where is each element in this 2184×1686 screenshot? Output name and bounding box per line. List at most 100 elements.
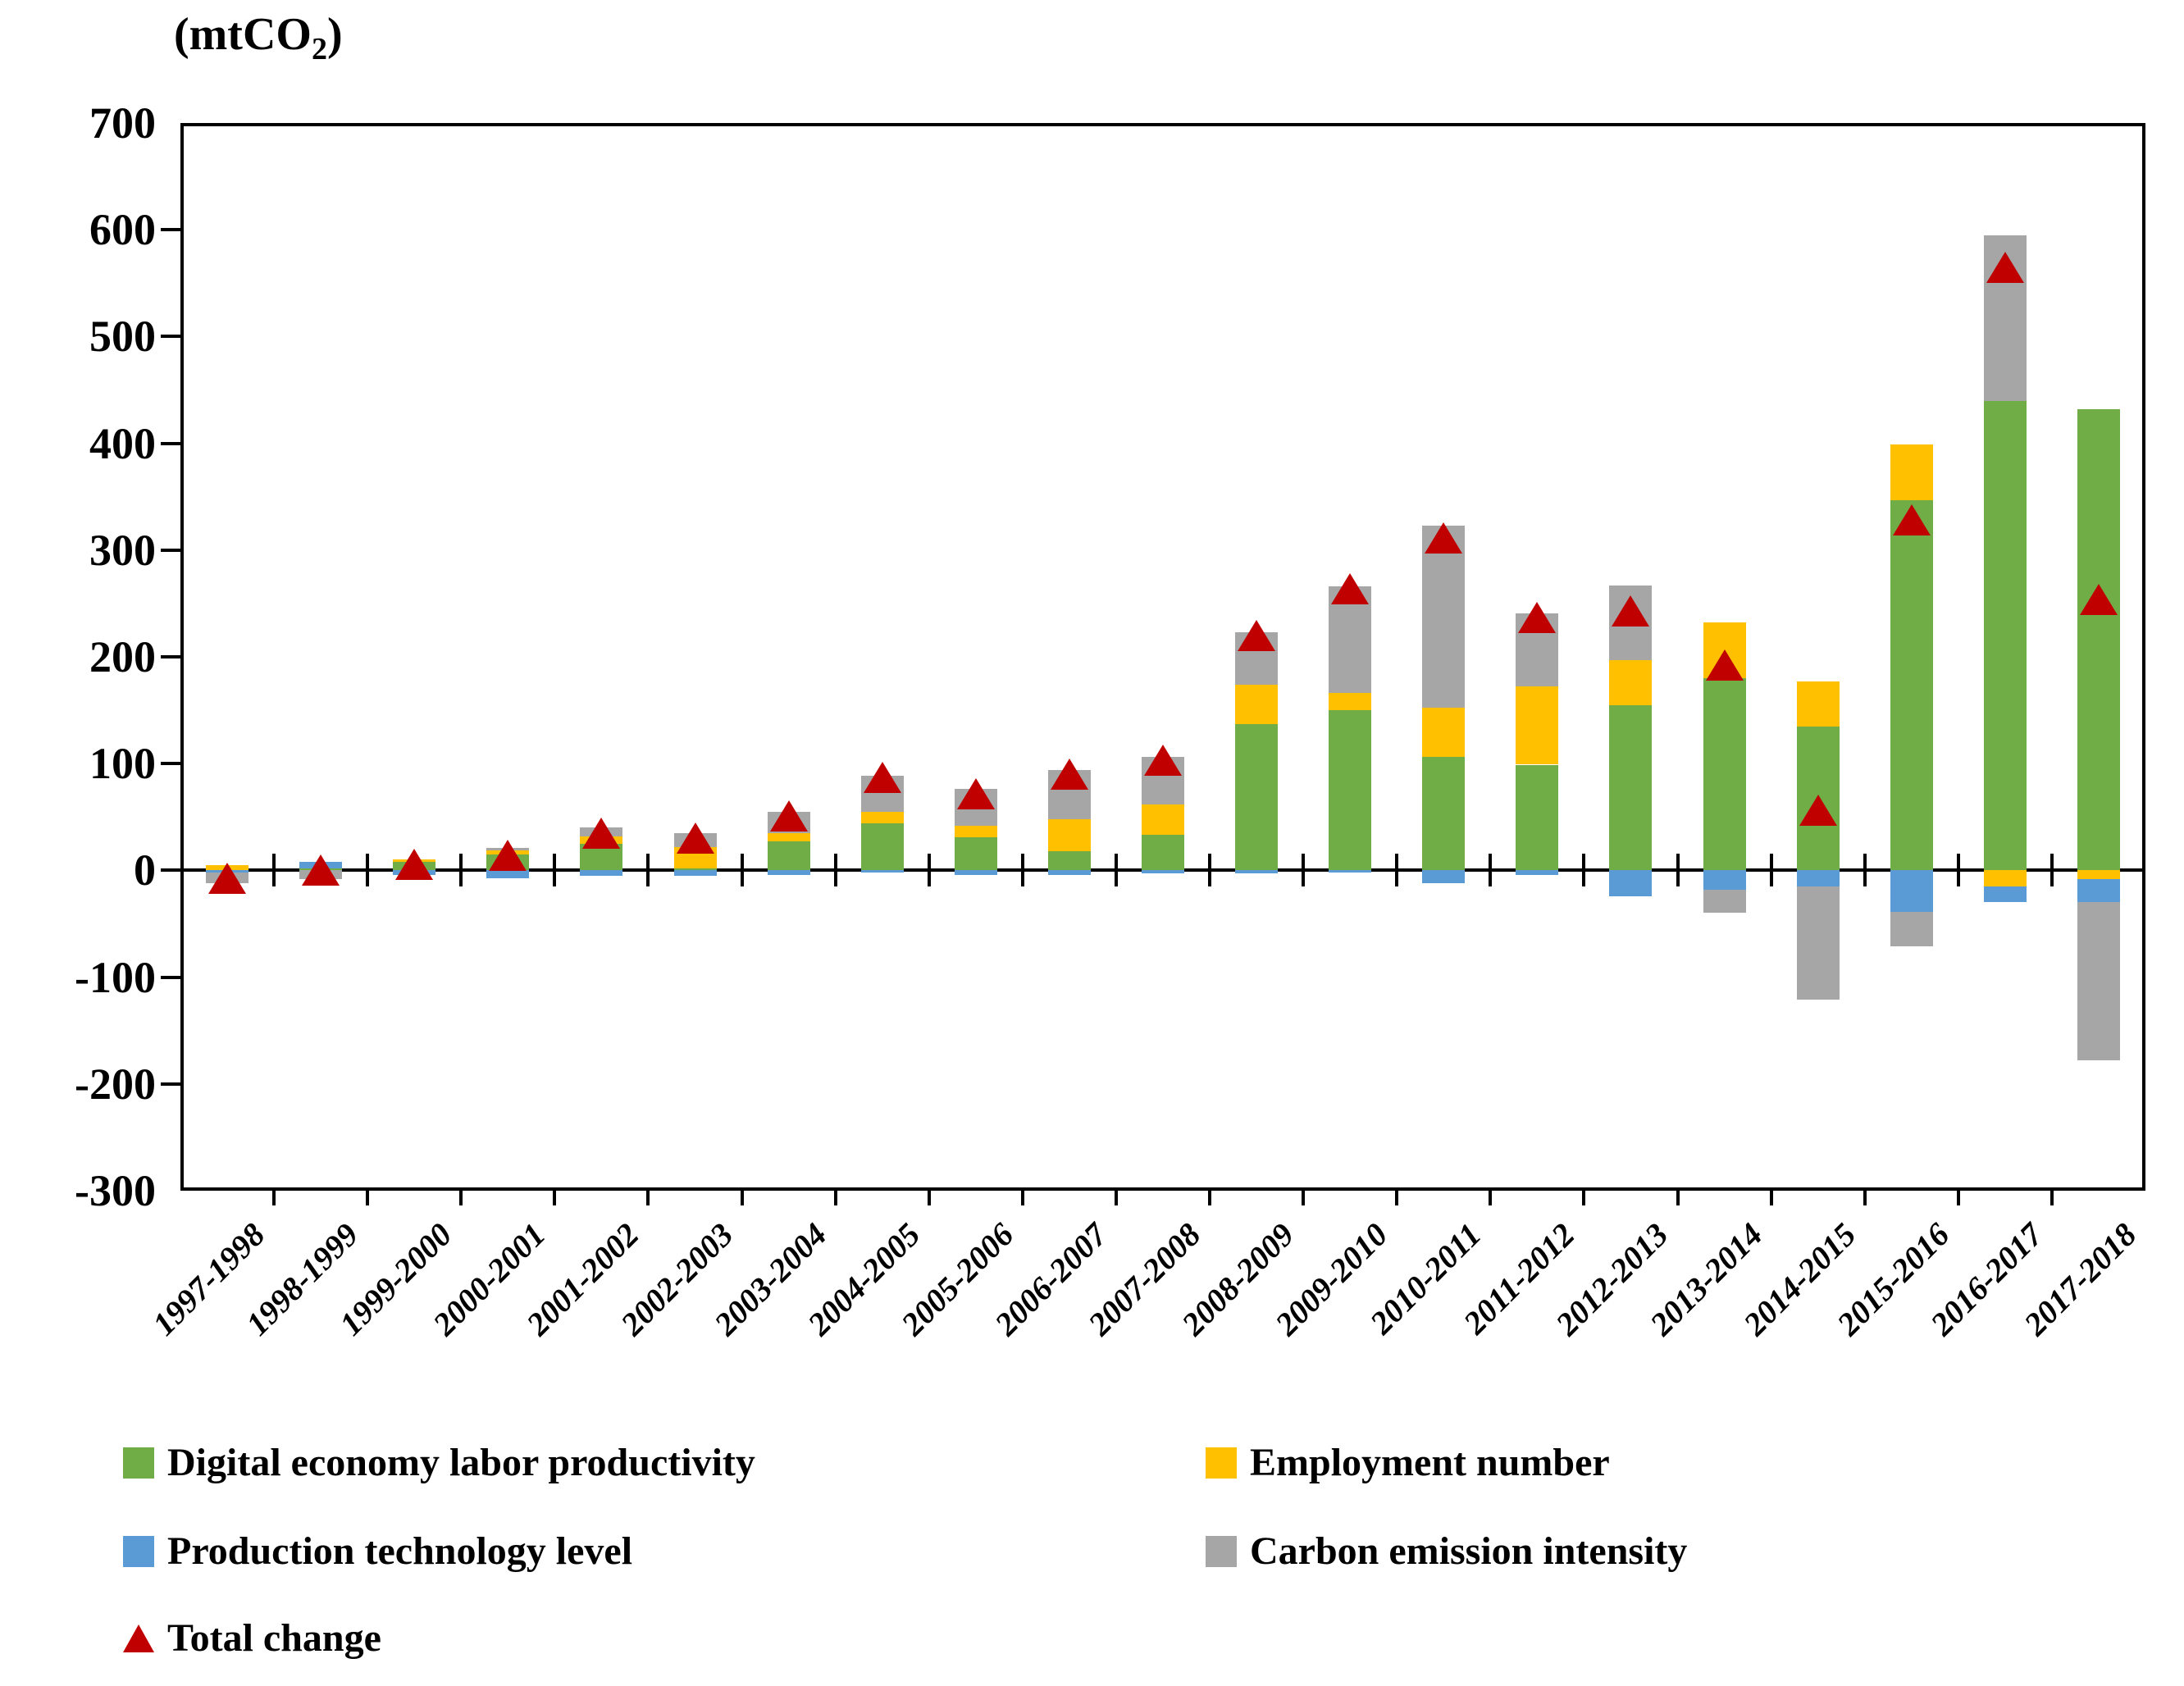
bar-segment-2003-2004-production-technology-level (767, 870, 810, 875)
x-axis-tick (740, 1191, 744, 1205)
total-change-marker-1999-2000 (395, 848, 434, 880)
bar-segment-2004-2005-employment-number (860, 811, 904, 824)
x-axis-tick (1769, 854, 1773, 887)
bar-segment-2003-2004-digital-economy-labor-productivity (767, 841, 810, 871)
bar-segment-2014-2015-carbon-emission-intensity (1796, 886, 1840, 1000)
total-change-marker-2003-2004 (769, 800, 808, 832)
x-axis-tick (366, 854, 370, 887)
total-change-marker-2014-2015 (1799, 795, 1837, 827)
x-axis-tick (927, 1191, 931, 1205)
bar-segment-2006-2007-employment-number (1047, 818, 1091, 851)
x-axis-tick (1676, 1191, 1680, 1205)
x-axis-tick (1489, 1191, 1493, 1205)
total-change-marker-2017-2018 (2079, 583, 2118, 615)
y-axis-tick (161, 548, 180, 552)
x-axis-tick (646, 1191, 650, 1205)
bar-segment-2016-2017-digital-economy-labor-productivity (1983, 400, 2027, 871)
bar-segment-2009-2010-carbon-emission-intensity (1329, 586, 1372, 694)
legend-item-total-change: Total change (123, 1617, 381, 1660)
legend-label: Digital economy labor productivity (167, 1441, 755, 1484)
legend-triangle-icon (123, 1624, 154, 1652)
x-axis-tick (1956, 1191, 1960, 1205)
bar-segment-2015-2016-carbon-emission-intensity (1890, 912, 1933, 946)
bar-segment-2007-2008-employment-number (1142, 804, 1184, 836)
x-axis-tick (2049, 854, 2054, 887)
y-axis-tick-label: -300 (75, 1166, 156, 1215)
bar-segment-2013-2014-production-technology-level (1703, 870, 1746, 890)
x-axis-tick (1020, 1191, 1024, 1205)
bar-segment-2002-2003-production-technology-level (673, 870, 717, 876)
y-axis-tick-label: 500 (89, 312, 156, 362)
bar-segment-2011-2012-production-technology-level (1516, 870, 1559, 875)
bar-segment-2005-2006-employment-number (954, 825, 997, 838)
x-axis-tick (366, 1191, 370, 1205)
y-axis-tick-label: 0 (134, 845, 156, 895)
x-axis-tick (1489, 854, 1493, 887)
x-axis-tick (1582, 854, 1586, 887)
legend-label: Production technology level (167, 1529, 633, 1573)
legend-label: Total change (167, 1616, 381, 1660)
bar-segment-2014-2015-production-technology-level (1796, 870, 1840, 886)
bar-segment-2007-2008-production-technology-level (1142, 870, 1184, 874)
x-axis-tick (833, 1191, 837, 1205)
bar-segment-2009-2010-employment-number (1329, 693, 1372, 711)
x-axis-tick (927, 854, 931, 887)
bar-segment-2005-2006-digital-economy-labor-productivity (954, 837, 997, 871)
x-axis-tick (272, 1191, 276, 1205)
plot-area (180, 123, 2145, 1191)
y-axis-tick-label: 400 (89, 418, 156, 468)
total-change-marker-2015-2016 (1892, 504, 1931, 536)
x-axis-tick (1302, 1191, 1306, 1205)
bar-segment-2017-2018-production-technology-level (2077, 878, 2120, 903)
x-axis-tick (553, 1191, 557, 1205)
total-change-marker-2011-2012 (1518, 601, 1557, 633)
y-axis-tick-label: -100 (75, 952, 156, 1002)
bar-segment-2011-2012-employment-number (1516, 686, 1559, 765)
bar-segment-2013-2014-digital-economy-labor-productivity (1703, 678, 1746, 871)
x-axis-tick (1769, 1191, 1773, 1205)
legend-label: Carbon emission intensity (1250, 1529, 1688, 1573)
total-change-marker-2006-2007 (1050, 759, 1088, 791)
total-change-marker-2012-2013 (1612, 595, 1650, 627)
total-change-marker-2016-2017 (1986, 251, 2024, 283)
bar-segment-2001-2002-production-technology-level (580, 870, 623, 876)
x-axis-tick (1020, 854, 1024, 887)
y-axis-tick (161, 1082, 180, 1086)
bar-segment-2010-2011-digital-economy-labor-productivity (1422, 757, 1466, 871)
bar-segment-2006-2007-production-technology-level (1047, 870, 1091, 875)
total-change-marker-2009-2010 (1331, 572, 1370, 604)
axis-unit-title: (mtCO2) (174, 9, 343, 67)
legend-item-digital-economy-labor-productivity: Digital economy labor productivity (123, 1442, 755, 1484)
x-axis-tick (1676, 854, 1680, 887)
x-axis-tick (272, 854, 276, 887)
legend-item-carbon-emission-intensity: Carbon emission intensity (1206, 1530, 1687, 1573)
bar-segment-2015-2016-employment-number (1890, 444, 1933, 500)
y-axis-tick (161, 655, 180, 658)
y-axis-tick-label: 300 (89, 525, 156, 575)
y-axis-tick (161, 762, 180, 766)
bar-segment-2017-2018-digital-economy-labor-productivity (2077, 408, 2120, 871)
bar-segment-2000-2001-production-technology-level (486, 870, 530, 878)
legend-swatch-icon (1206, 1536, 1237, 1567)
total-change-marker-2002-2003 (676, 822, 714, 854)
x-axis-tick (1302, 854, 1306, 887)
y-axis-tick-label: -200 (75, 1059, 156, 1109)
x-axis-tick (1208, 854, 1212, 887)
legend-item-employment-number: Employment number (1206, 1442, 1610, 1484)
bar-segment-2003-2004-employment-number (767, 832, 810, 842)
total-change-marker-2010-2011 (1425, 522, 1463, 554)
total-change-marker-2000-2001 (489, 840, 527, 872)
legend-swatch-icon (123, 1447, 154, 1479)
legend-label: Employment number (1250, 1441, 1610, 1484)
total-change-marker-2004-2005 (863, 762, 901, 794)
x-axis-tick (1956, 854, 1960, 887)
y-axis-tick (161, 228, 180, 232)
y-axis-tick (161, 441, 180, 445)
total-change-marker-2005-2006 (956, 777, 995, 809)
bar-segment-2008-2009-production-technology-level (1235, 870, 1279, 874)
bar-segment-2012-2013-production-technology-level (1609, 870, 1653, 896)
y-axis-tick-label: 200 (89, 632, 156, 681)
y-axis-tick-label: 100 (89, 739, 156, 789)
x-axis-tick (740, 854, 744, 887)
